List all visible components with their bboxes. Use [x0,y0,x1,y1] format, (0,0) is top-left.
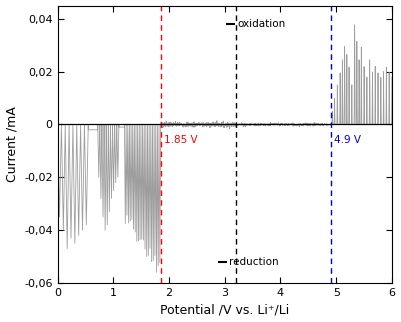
Text: 1.85 V: 1.85 V [164,135,198,145]
Text: reduction: reduction [229,257,279,267]
Text: oxidation: oxidation [237,19,285,29]
Y-axis label: Current /mA: Current /mA [6,106,18,182]
X-axis label: Potential /V vs. Li⁺/Li: Potential /V vs. Li⁺/Li [160,303,290,317]
Text: 4.9 V: 4.9 V [334,135,361,145]
